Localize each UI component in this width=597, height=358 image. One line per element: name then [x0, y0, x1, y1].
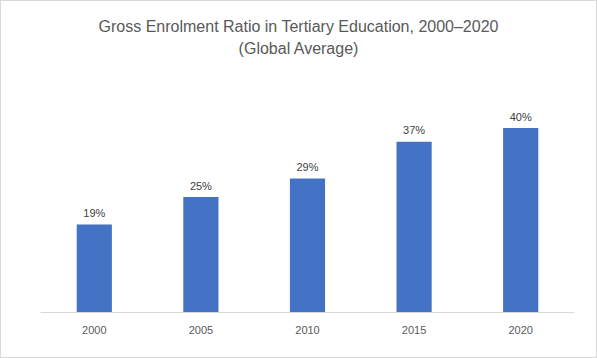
svg-text:19%: 19% [83, 207, 105, 219]
svg-text:29%: 29% [296, 161, 318, 173]
svg-text:40%: 40% [510, 111, 532, 123]
svg-text:25%: 25% [190, 180, 212, 192]
svg-text:2000: 2000 [82, 324, 106, 336]
svg-text:2020: 2020 [508, 324, 532, 336]
svg-text:37%: 37% [403, 124, 425, 136]
svg-text:2015: 2015 [402, 324, 426, 336]
svg-text:(Global Average): (Global Average) [239, 40, 359, 57]
svg-text:Gross Enrolment Ratio in Terti: Gross Enrolment Ratio in Tertiary Educat… [99, 18, 499, 35]
svg-text:2005: 2005 [189, 324, 213, 336]
svg-text:2010: 2010 [295, 324, 319, 336]
